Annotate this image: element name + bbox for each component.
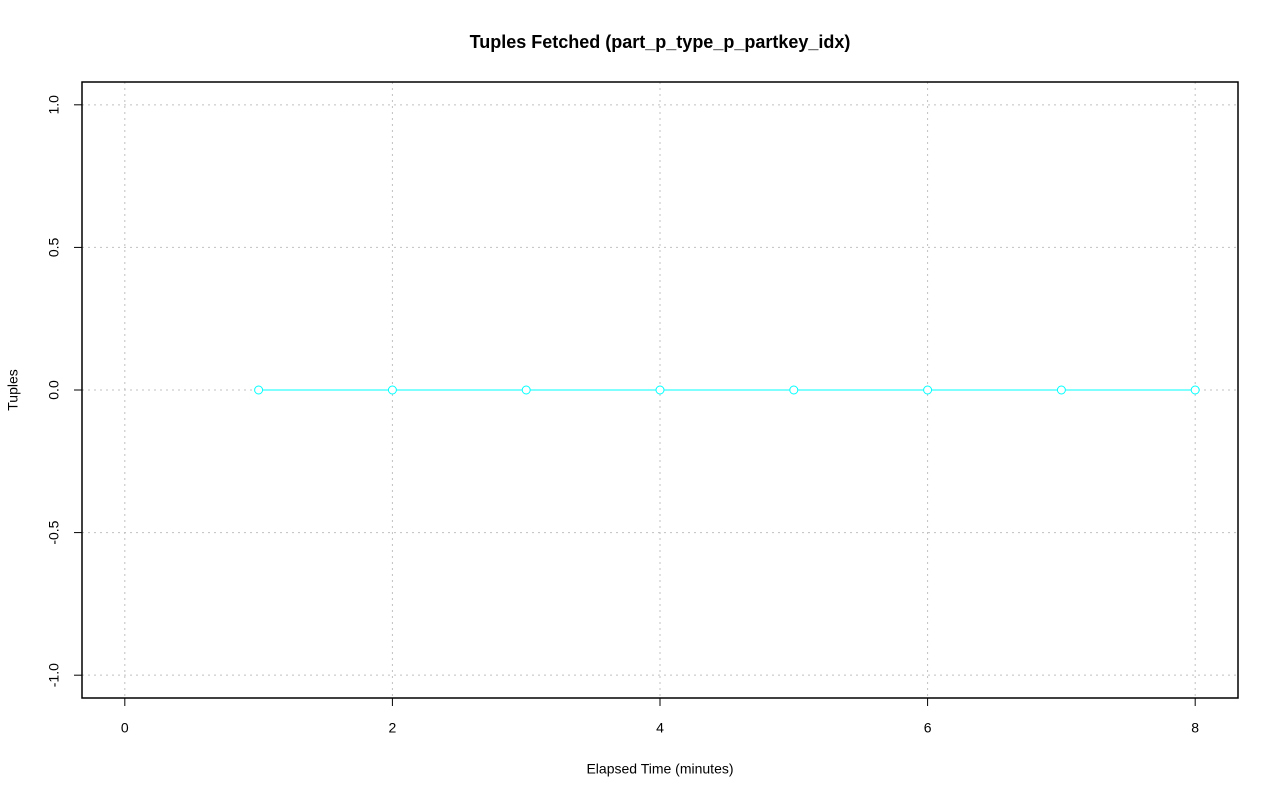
x-axis-title: Elapsed Time (minutes) <box>586 761 733 777</box>
x-tick-label: 0 <box>121 720 129 736</box>
point <box>1190 385 1200 395</box>
x-tick-label: 4 <box>656 720 664 736</box>
point <box>923 385 933 395</box>
y-tick-label: 1.0 <box>46 95 62 115</box>
point <box>521 385 531 395</box>
x-tick-label: 8 <box>1191 720 1199 736</box>
point <box>789 385 799 395</box>
point <box>655 385 665 395</box>
y-tick-label: 0.5 <box>46 237 62 257</box>
point <box>1056 385 1066 395</box>
point <box>387 385 397 395</box>
x-tick-label: 2 <box>389 720 397 736</box>
y-tick-label: -1.0 <box>46 663 62 687</box>
chart-title: Tuples Fetched (part_p_type_p_partkey_id… <box>470 32 851 52</box>
y-axis-title: Tuples <box>5 369 21 411</box>
plot-frame <box>81 81 1239 699</box>
x-tick-label: 6 <box>924 720 932 736</box>
point <box>254 385 264 395</box>
y-tick-label: -0.5 <box>46 520 62 544</box>
y-tick-label: 0.0 <box>46 380 62 400</box>
